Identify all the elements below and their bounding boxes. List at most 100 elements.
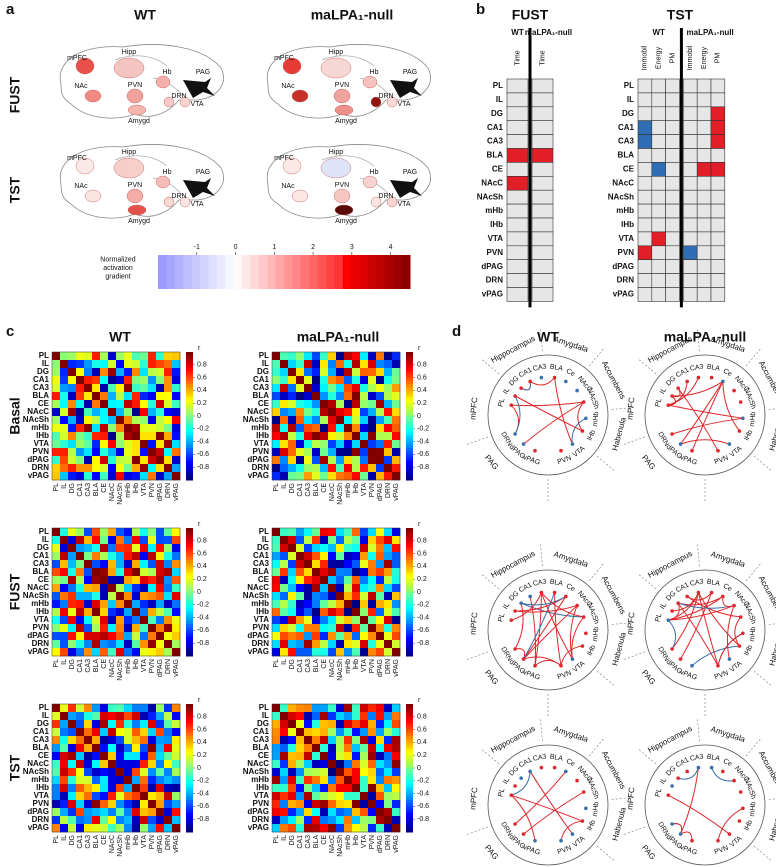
heatmap-cell: [140, 456, 149, 465]
heatmap-cell: [76, 736, 85, 745]
heatmap-cell: [320, 392, 329, 401]
heatmap-cell: [68, 432, 77, 441]
colorbar-swatch: [406, 364, 413, 369]
colorbar-swatch: [186, 374, 193, 379]
heatmap-cell: [376, 528, 385, 537]
heatmap-cell: [384, 416, 393, 425]
heatmap-cell: [344, 464, 353, 473]
heatmap-cell: [148, 728, 157, 737]
heatmap-cell: [76, 728, 85, 737]
colorbar-swatch: [406, 649, 413, 654]
connection: [529, 377, 555, 386]
area-label: Habenula: [767, 806, 776, 842]
node: [721, 769, 725, 774]
heatmap-cell: [328, 392, 337, 401]
table-cell: [531, 162, 554, 177]
heatmap-cell: [124, 608, 133, 617]
pag-shape: [390, 178, 422, 198]
node-label: BLA: [706, 753, 721, 762]
heatmap-cell: [288, 640, 297, 649]
column-label: vPAG: [173, 483, 180, 501]
heatmap-cell: [52, 720, 61, 729]
row-label: lHb: [490, 220, 503, 229]
colorbar-swatch: [258, 255, 268, 289]
heatmap-cell: [76, 752, 85, 761]
heatmap-cell: [344, 424, 353, 433]
heatmap-cell: [172, 392, 181, 401]
heatmap-cell: [392, 448, 401, 457]
heatmap-cell: [280, 352, 289, 361]
colorbar-tick-label: 0.4: [417, 563, 427, 570]
heatmap-cell: [320, 824, 329, 833]
heatmap-cell: [288, 384, 297, 393]
heatmap-cell: [52, 760, 61, 769]
heatmap-cell: [368, 632, 377, 641]
column-label: vPAG: [393, 483, 400, 501]
colorbar-tick-label: 0: [417, 413, 421, 420]
heatmap-cell: [392, 816, 401, 825]
colorbar-swatch: [186, 473, 193, 478]
heatmap-cell: [140, 384, 149, 393]
heatmap-cell: [132, 568, 141, 577]
node: [575, 778, 579, 783]
area-divider: [540, 544, 543, 567]
heatmap-cell: [288, 592, 297, 601]
colorbar-tick-label: 0.6: [197, 550, 207, 557]
heatmap-cell: [392, 552, 401, 561]
node: [521, 832, 526, 836]
node: [519, 776, 523, 780]
table-cell: [637, 106, 653, 122]
heatmap: [272, 352, 401, 481]
node: [716, 448, 720, 453]
heatmap-cell: [92, 760, 101, 769]
colorbar-swatch: [406, 393, 413, 398]
heatmap-cell: [376, 744, 385, 753]
heatmap-cell: [92, 608, 101, 617]
heatmap-cell: [304, 592, 313, 601]
colorbar-tick-label: 0.6: [417, 374, 427, 381]
heatmap-cell: [344, 648, 353, 657]
area-label: Habenula: [610, 631, 628, 667]
colorbar-tick-label: -0.2: [197, 602, 209, 609]
heatmap-cell: [368, 568, 377, 577]
heatmap-cell: [344, 760, 353, 769]
heatmap-cell: [312, 648, 321, 657]
node: [690, 838, 694, 843]
colorbar-tick-label: -0.8: [197, 464, 209, 471]
table-cell: [696, 273, 712, 288]
heatmap-cell: [148, 424, 157, 433]
colorbar-swatch: [186, 595, 193, 599]
heatmap-cell: [172, 352, 181, 361]
heatmap-cell: [368, 544, 377, 553]
heatmap-cell: [320, 368, 329, 377]
heatmap-cell: [392, 560, 401, 569]
row-label: vPAG: [248, 471, 269, 480]
connection: [511, 771, 531, 796]
row-label: IL: [627, 95, 634, 104]
heatmap-cell: [76, 632, 85, 641]
node-label: CA3: [689, 363, 704, 372]
colorbar-swatch: [406, 473, 413, 478]
group-label: WT: [511, 28, 524, 37]
colorbar-swatch: [406, 768, 413, 772]
heatmap-cell: [384, 464, 393, 473]
heatmap-cell: [76, 416, 85, 425]
heatmap-cell: [132, 744, 141, 753]
heatmap-cell: [384, 824, 393, 833]
table-cell: [531, 78, 554, 94]
heatmap-cell: [272, 584, 281, 593]
colorbar-swatch: [406, 812, 413, 817]
heatmap-cell: [172, 752, 181, 761]
heatmap-cell: [68, 616, 77, 625]
heatmap-cell: [320, 760, 329, 769]
colorbar-swatch: [208, 255, 218, 289]
heatmap-cell: [148, 560, 157, 569]
row-label: DG: [622, 109, 634, 118]
node: [670, 609, 674, 613]
heatmap-cell: [272, 768, 281, 777]
heatmap-cell: [92, 808, 101, 817]
heatmap-cell: [164, 648, 173, 657]
heatmap-cell: [352, 536, 361, 545]
row-label: NAcSh: [23, 591, 49, 600]
heatmap-cell: [272, 792, 281, 801]
